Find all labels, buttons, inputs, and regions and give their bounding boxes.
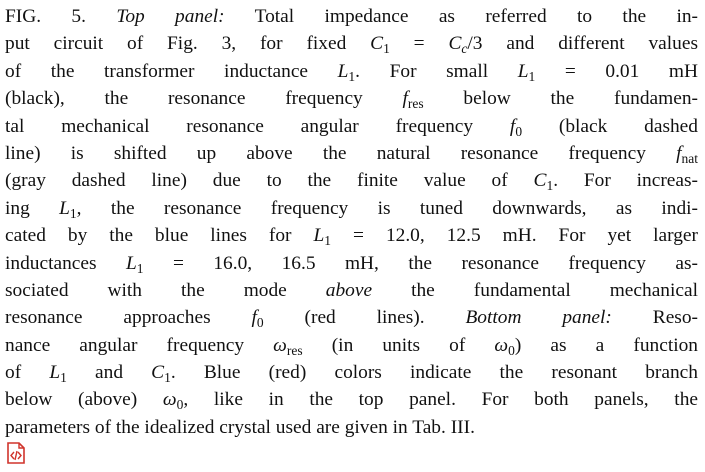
italic-run: Bottom panel: bbox=[465, 307, 612, 329]
text-run: FIG. 5. bbox=[5, 6, 117, 27]
text-run: parameters of the idealized crystal used… bbox=[5, 416, 475, 438]
italic-run: L bbox=[59, 197, 70, 219]
text-run: (gray dashed line) due to the finite val… bbox=[5, 170, 534, 192]
text-run: (black), the resonance frequency bbox=[5, 88, 403, 110]
text-run: (black dashed bbox=[522, 115, 698, 137]
italic-run: L bbox=[337, 60, 349, 82]
subscript: c bbox=[461, 41, 468, 57]
subscript: 1 bbox=[136, 260, 144, 276]
text-run: ing bbox=[5, 197, 60, 219]
italic-run: Top panel: bbox=[116, 6, 225, 27]
subscript: 1 bbox=[546, 178, 554, 194]
italic-run: C bbox=[151, 362, 165, 384]
italic-run: f bbox=[402, 88, 408, 110]
italic-run: C bbox=[370, 33, 384, 55]
italic-run: L bbox=[49, 362, 61, 384]
text-run: put circuit of Fig. 3, for fixed bbox=[5, 33, 371, 55]
italic-run: L bbox=[125, 252, 137, 274]
text-run: , like in the top panel. For both panels… bbox=[183, 389, 698, 411]
caption-line: of L1 and C1. Blue (red) colors indicate… bbox=[5, 359, 698, 386]
text-run: of the transformer inductance bbox=[5, 60, 338, 82]
subscript: 1 bbox=[69, 205, 77, 221]
caption-line: ing L1, the resonance frequency is tuned… bbox=[5, 195, 698, 222]
italic-run: ω bbox=[162, 389, 177, 411]
text-run: = 16.0, 16.5 mH, the resonance frequency… bbox=[143, 252, 698, 274]
text-run: resonance approaches bbox=[5, 307, 252, 329]
caption-line: cated by the blue lines for L1 = 12.0, 1… bbox=[5, 222, 698, 249]
text-run: tal mechanical resonance angular frequen… bbox=[5, 115, 510, 137]
text-run: . For increas- bbox=[553, 170, 698, 192]
italic-run: C bbox=[533, 170, 547, 192]
caption-line: parameters of the idealized crystal used… bbox=[5, 414, 698, 441]
italic-run: C bbox=[448, 33, 462, 55]
text-run: /3 and different values bbox=[467, 33, 698, 55]
text-run: Reso- bbox=[611, 307, 698, 329]
subscript: 0 bbox=[508, 342, 515, 358]
caption-line: of the transformer inductance L1. For sm… bbox=[5, 58, 698, 85]
text-run: Total impedance as referred to the in- bbox=[224, 6, 698, 27]
subscript: 1 bbox=[164, 370, 171, 386]
subscript: 1 bbox=[60, 370, 67, 386]
text-run: = bbox=[389, 33, 449, 55]
text-run: below the fundamen- bbox=[423, 88, 698, 110]
italic-run: f bbox=[676, 142, 682, 164]
text-run: . For small bbox=[355, 60, 518, 82]
caption-line: resonance approaches f0 (red lines). Bot… bbox=[5, 304, 698, 331]
text-run: , the resonance frequency is tuned downw… bbox=[76, 197, 698, 219]
caption-line: (gray dashed line) due to the finite val… bbox=[5, 167, 698, 194]
italic-run: above bbox=[325, 279, 373, 301]
italic-run: L bbox=[313, 225, 325, 247]
text-run: sociated with the mode bbox=[5, 279, 326, 301]
subscript: 1 bbox=[383, 41, 390, 57]
caption-line: below (above) ω0, like in the top panel.… bbox=[5, 386, 698, 413]
subscript: res bbox=[407, 96, 424, 112]
text-run: = 12.0, 12.5 mH. For yet larger bbox=[331, 225, 698, 247]
subscript: 1 bbox=[348, 68, 356, 84]
caption-line: (black), the resonance frequency fres be… bbox=[5, 85, 698, 112]
italic-run: ω bbox=[273, 334, 287, 356]
text-run: of bbox=[5, 362, 50, 384]
caption-line: inductances L1 = 16.0, 16.5 mH, the reso… bbox=[5, 250, 698, 277]
subscript: 0 bbox=[256, 315, 264, 331]
caption-line: line) is shifted up above the natural re… bbox=[5, 140, 698, 167]
caption-line: FIG. 5. Top panel: Total impedance as re… bbox=[5, 3, 698, 30]
text-run: (in units of bbox=[302, 334, 495, 356]
italic-run: L bbox=[517, 60, 529, 82]
caption-line: tal mechanical resonance angular frequen… bbox=[5, 113, 698, 140]
text-run: line) is shifted up above the natural re… bbox=[5, 142, 677, 164]
italic-run: f bbox=[509, 115, 516, 137]
text-run: the fundamental mechanical bbox=[372, 279, 698, 301]
text-run: cated by the blue lines for bbox=[5, 225, 314, 247]
text-run: below (above) bbox=[5, 389, 163, 411]
subscript: 0 bbox=[515, 123, 523, 139]
subscript: res bbox=[286, 342, 303, 358]
caption-line: sociated with the mode above the fundame… bbox=[5, 277, 698, 304]
text-run: inductances bbox=[5, 252, 126, 274]
text-run: nance angular frequency bbox=[5, 334, 274, 356]
text-run: = 0.01 mH bbox=[535, 60, 698, 82]
text-run: and bbox=[66, 362, 152, 384]
text-run: (red lines). bbox=[263, 307, 466, 329]
caption-line: put circuit of Fig. 3, for fixed C1 = Cc… bbox=[5, 30, 698, 57]
subscript: 1 bbox=[528, 68, 536, 84]
caption-line: nance angular frequency ωres (in units o… bbox=[5, 332, 698, 359]
subscript: 1 bbox=[324, 233, 332, 249]
source-icon[interactable] bbox=[6, 442, 26, 464]
text-run: ) as a function bbox=[514, 334, 698, 356]
text-run: . Blue (red) colors indicate the resonan… bbox=[170, 362, 698, 384]
subscript: 0 bbox=[176, 397, 184, 413]
subscript: nat bbox=[681, 150, 699, 166]
italic-run: f bbox=[251, 307, 257, 329]
figure-caption: FIG. 5. Top panel: Total impedance as re… bbox=[5, 3, 698, 441]
italic-run: ω bbox=[494, 334, 509, 356]
